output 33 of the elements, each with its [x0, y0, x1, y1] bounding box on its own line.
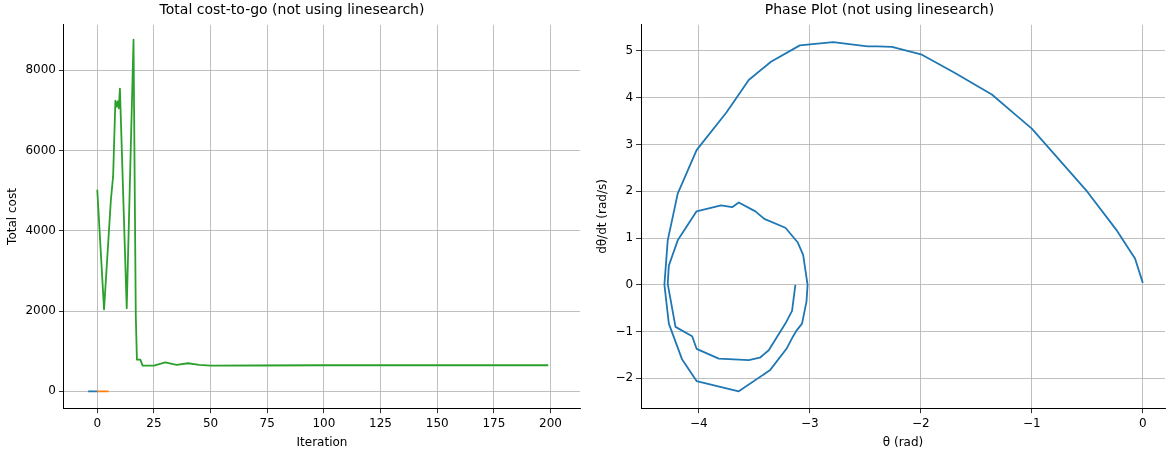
- x-tick-label: 75: [259, 415, 275, 430]
- x-tick-label: −4: [689, 415, 708, 430]
- x-tick-label: 200: [539, 415, 562, 430]
- y-tick-label: 4: [625, 89, 634, 104]
- chart-title: Phase Plot (not using linesearch): [764, 1, 995, 18]
- y-tick-label: −1: [615, 323, 634, 338]
- y-tick-label: 2000: [25, 303, 56, 318]
- y-axis-title: Total cost: [5, 187, 20, 246]
- x-tick-label: 0: [1138, 415, 1147, 430]
- y-tick-label: 2: [625, 183, 634, 198]
- y-tick-label: 3: [625, 136, 634, 151]
- x-tick-label: 25: [146, 415, 162, 430]
- x-tick-label: 175: [482, 415, 506, 430]
- x-tick-label: 125: [369, 415, 393, 430]
- y-tick-label: 6000: [25, 142, 56, 157]
- x-tick-label: 100: [312, 415, 336, 430]
- y-tick-label: 0: [625, 276, 634, 291]
- x-tick-label: −2: [911, 415, 930, 430]
- x-tick-label: 0: [93, 415, 102, 430]
- y-tick-label: 0: [48, 383, 56, 398]
- y-tick-label: 1: [625, 230, 634, 245]
- x-tick-label: 50: [202, 415, 219, 430]
- y-tick-label: 4000: [25, 222, 56, 237]
- x-axis-title: θ (rad): [882, 434, 924, 449]
- chart-title: Total cost-to-go (not using linesearch): [158, 1, 425, 18]
- y-tick-label: 8000: [25, 62, 56, 77]
- x-axis-title: Iteration: [296, 434, 348, 449]
- x-tick-label: 150: [425, 415, 449, 430]
- y-axis-title: dθ/dt (rad/s): [595, 179, 610, 254]
- y-tick-label: −2: [615, 370, 634, 385]
- x-tick-label: −3: [800, 415, 819, 430]
- y-tick-label: 5: [625, 43, 634, 58]
- x-tick-label: −1: [1022, 415, 1041, 430]
